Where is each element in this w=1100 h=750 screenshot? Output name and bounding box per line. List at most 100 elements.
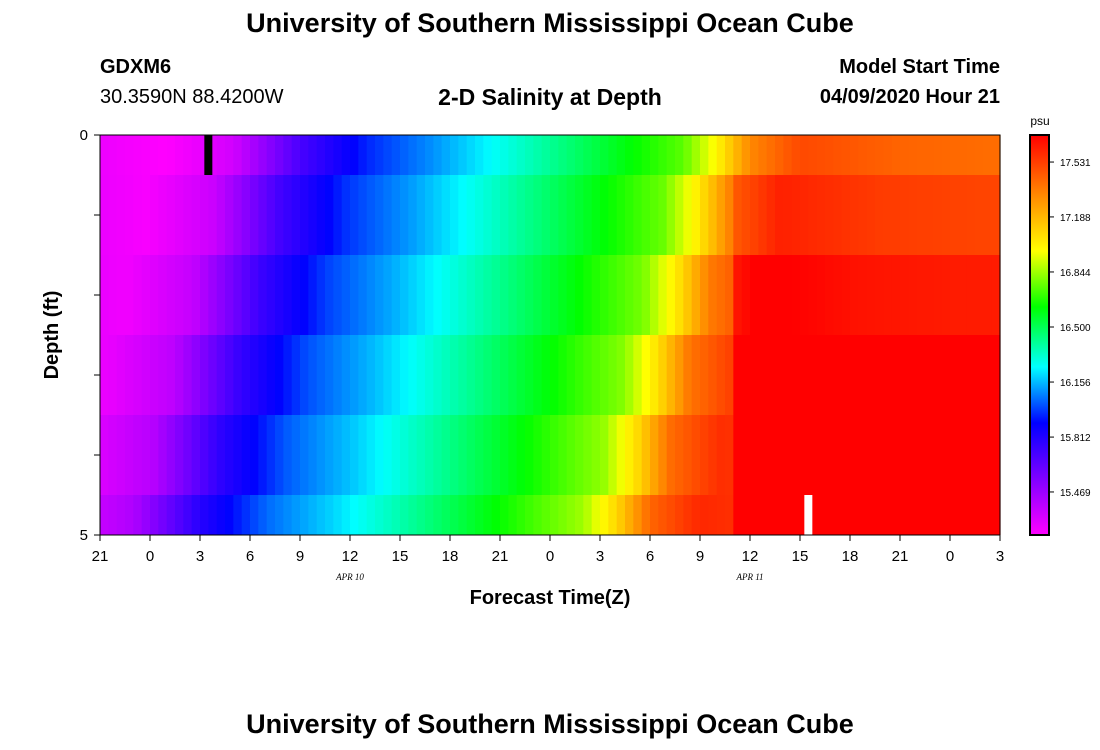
heatmap-cell [175,415,184,495]
heatmap-cell [958,135,968,175]
heatmap-cell [891,495,901,535]
heatmap-cell [908,335,918,415]
heatmap-cell [350,495,359,535]
x-tick-label: 0 [146,548,154,565]
heatmap-cell [258,255,268,335]
heatmap-cell [391,335,401,415]
heatmap-cell [633,415,643,495]
heatmap-cell [966,335,976,415]
heatmap-cell [683,255,693,335]
heatmap-cell [691,175,701,255]
heatmap-cell [741,495,751,535]
heatmap-cell [500,415,509,495]
heatmap-cell [133,335,143,415]
heatmap-cell [700,135,709,175]
heatmap-cell [150,135,159,175]
heatmap-cell [333,255,343,335]
heatmap-cell [691,135,701,175]
heatmap-cell [491,415,501,495]
heatmap-cell [233,495,243,535]
heatmap-cell [958,495,968,535]
heatmap-cell [675,175,684,255]
heatmap-cell [650,175,659,255]
heatmap-cell [833,335,843,415]
heatmap-cell [933,495,943,535]
heatmap-cell [833,135,843,175]
heatmap-cell [458,255,468,335]
heatmap-cell [941,255,951,335]
heatmap-cell [708,135,718,175]
heatmap-cell [383,415,393,495]
heatmap-cell [433,415,443,495]
heatmap-cell [108,415,118,495]
heatmap-cell [400,415,409,495]
heatmap-cell [333,135,343,175]
heatmap-cell [866,495,876,535]
heatmap-cell [500,255,509,335]
heatmap-cell [775,495,784,535]
heatmap-cell [841,495,851,535]
heatmap-cell [658,175,668,255]
heatmap-cell [116,415,126,495]
heatmap-cell [166,335,176,415]
heatmap-cell [725,255,734,335]
heatmap-cell [308,415,318,495]
heatmap-cell [875,335,884,415]
heatmap-cell [325,495,334,535]
heatmap-cell [141,135,151,175]
heatmap-cell [875,415,884,495]
heatmap-cell [383,135,393,175]
heatmap-cell [108,495,118,535]
heatmap-cell [741,415,751,495]
x-tick-label: 15 [792,548,809,565]
heatmap-cell [816,415,826,495]
heatmap-cell [616,415,626,495]
heatmap-cell [616,255,626,335]
heatmap-cell [916,415,926,495]
heatmap-cell [433,175,443,255]
heatmap-cell [191,335,201,415]
heatmap-cell [933,415,943,495]
x-tick-label: 3 [196,548,204,565]
heatmap-cell [883,495,893,535]
heatmap-cell [533,415,543,495]
heatmap-cell [816,255,826,335]
heatmap-cell [291,495,301,535]
heatmap-cell [666,255,676,335]
heatmap-cell [350,415,359,495]
heatmap-cell [458,415,468,495]
y-tick-label: 5 [80,527,88,544]
heatmap-cell [325,135,334,175]
heatmap-cell [891,255,901,335]
heatmap-cell [100,415,109,495]
heatmap-cell [675,255,684,335]
heatmap-cell [833,495,843,535]
heatmap-cell [708,495,718,535]
heatmap-cell [641,335,651,415]
heatmap-cell [600,135,609,175]
heatmap-cell [950,415,959,495]
heatmap-cell [800,255,809,335]
heatmap-cell [583,495,593,535]
heatmap-cell [941,335,951,415]
heatmap-cell [725,335,734,415]
x-date-label: APR 10 [335,572,364,582]
heatmap-cell [283,135,293,175]
heatmap-cell [208,175,218,255]
heatmap-cell [308,255,318,335]
heatmap-cell [633,495,643,535]
heatmap-cell [616,135,626,175]
heatmap-cell [733,175,743,255]
x-axis: 21 0 3 6 9 12 15 18 21 0 3 6 9 12 15 18 21 0 3 APR 10 APR 11 [92,535,1004,582]
heatmap-cell [150,255,159,335]
heatmap-cell [258,175,268,255]
heatmap-cell [825,255,834,335]
heatmap-cell [133,175,143,255]
heatmap-cell [475,335,484,415]
model-start-value: 04/09/2020 Hour 21 [819,86,1000,108]
heatmap-cell [558,335,568,415]
heatmap-cell [516,415,526,495]
heatmap-cell [275,335,284,415]
heatmap-cell [666,135,676,175]
heatmap-cell [466,495,476,535]
